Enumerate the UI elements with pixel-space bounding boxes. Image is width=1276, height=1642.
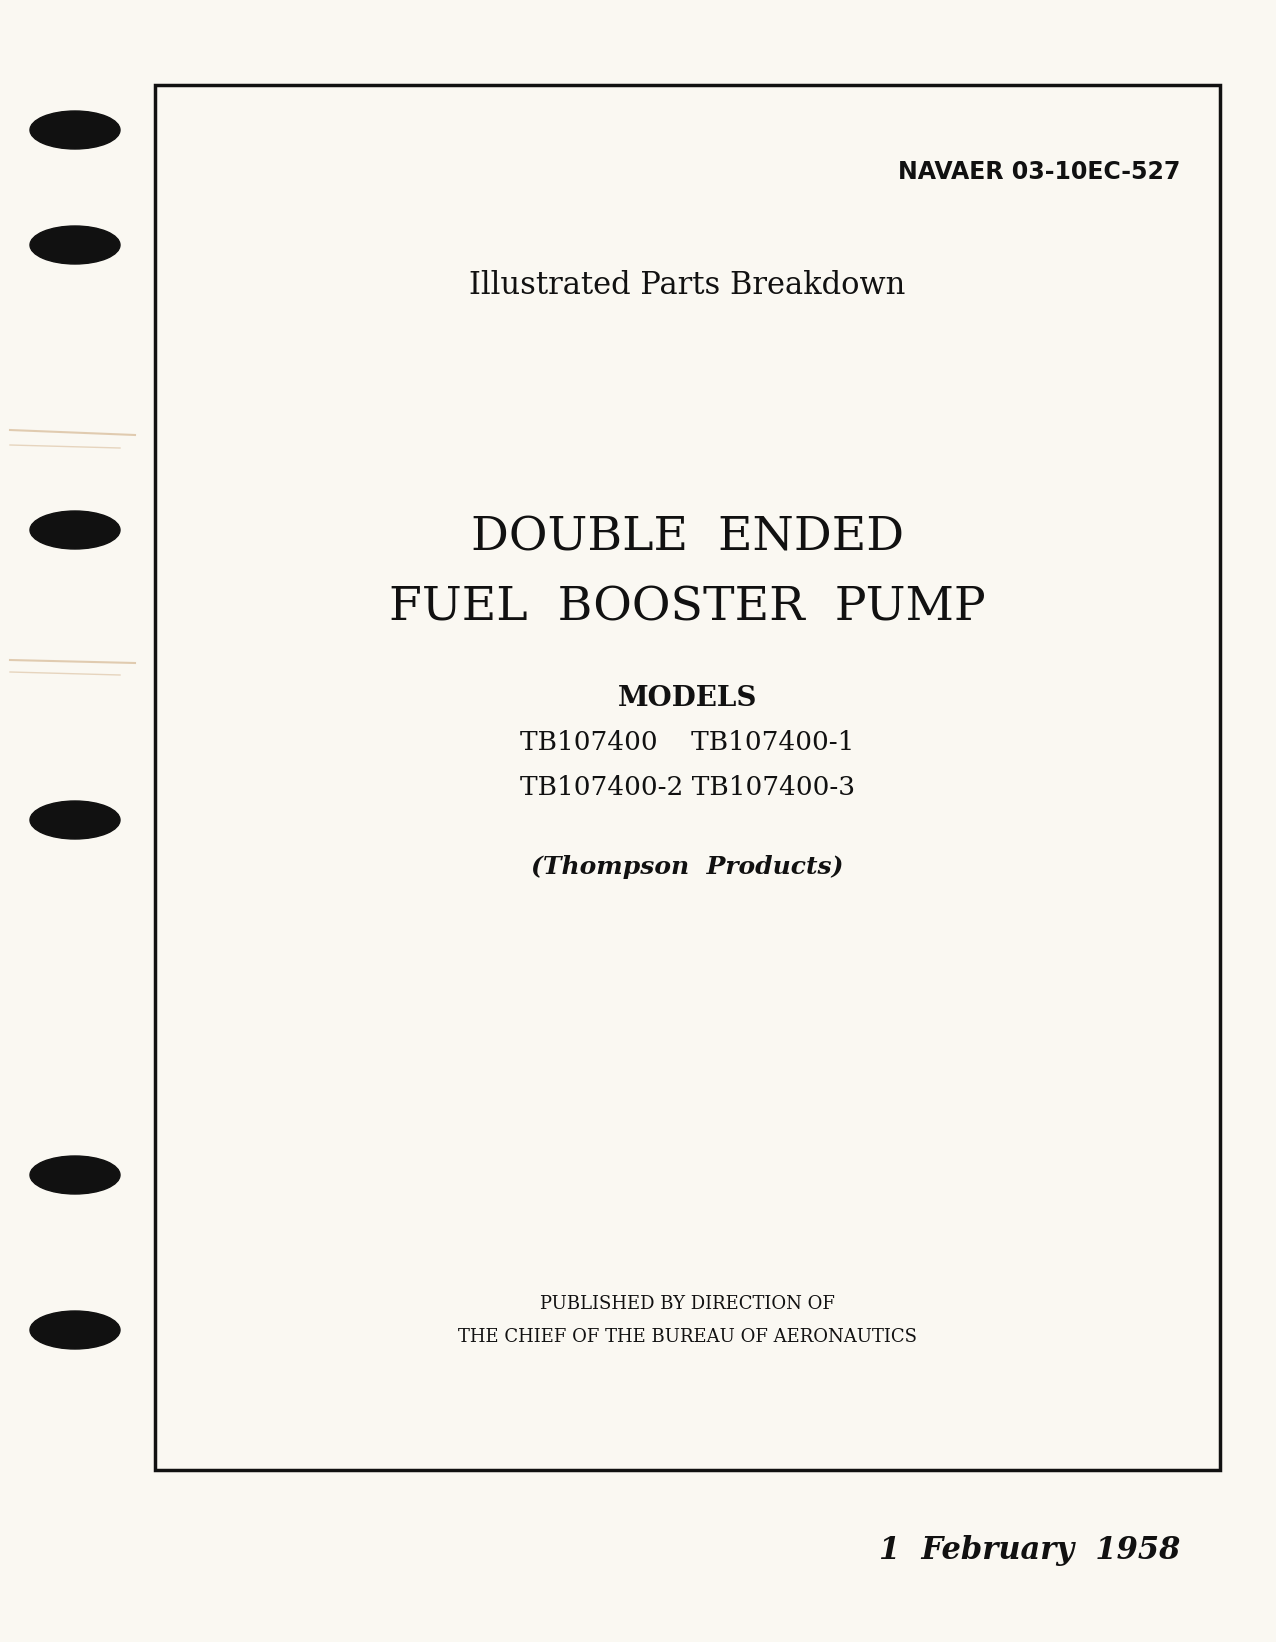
Ellipse shape [31,112,120,149]
Text: Illustrated Parts Breakdown: Illustrated Parts Breakdown [470,269,906,300]
Ellipse shape [31,227,120,264]
Text: PUBLISHED BY DIRECTION OF: PUBLISHED BY DIRECTION OF [540,1296,835,1314]
Text: FUEL  BOOSTER  PUMP: FUEL BOOSTER PUMP [389,585,986,631]
Ellipse shape [31,511,120,548]
Ellipse shape [31,1310,120,1350]
Text: TB107400    TB107400-1: TB107400 TB107400-1 [521,731,855,755]
Bar [154,85,1220,1470]
Text: THE CHIEF OF THE BUREAU OF AERONAUTICS: THE CHIEF OF THE BUREAU OF AERONAUTICS [458,1328,917,1346]
Text: MODELS: MODELS [618,685,757,713]
Ellipse shape [31,1156,120,1194]
Text: TB107400-2 TB107400-3: TB107400-2 TB107400-3 [519,775,855,800]
Text: NAVAER 03-10EC-527: NAVAER 03-10EC-527 [897,159,1180,184]
Text: DOUBLE  ENDED: DOUBLE ENDED [471,516,905,560]
Ellipse shape [31,801,120,839]
Text: 1  February  1958: 1 February 1958 [879,1535,1180,1566]
Text: (Thompson  Products): (Thompson Products) [531,855,843,878]
